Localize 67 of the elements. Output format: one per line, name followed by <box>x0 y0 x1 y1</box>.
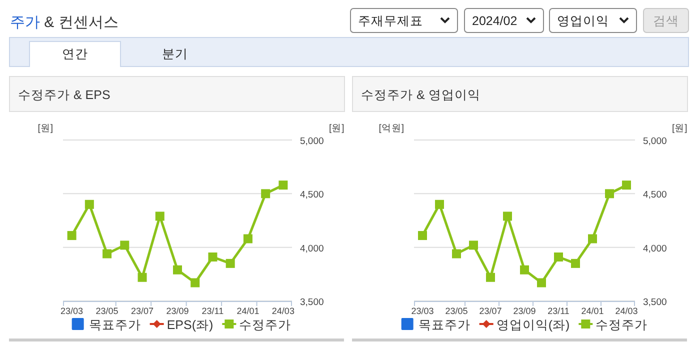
legend-label: 수정주가 <box>596 318 648 332</box>
point <box>67 231 76 240</box>
x-tick-label: 23/09 <box>166 306 189 316</box>
y2-tick-label: 3,500 <box>643 297 667 308</box>
point <box>226 258 235 268</box>
x-tick-label: 23/05 <box>445 306 468 316</box>
point <box>520 265 529 274</box>
point <box>435 200 444 209</box>
x-tick-label: 23/07 <box>131 306 154 316</box>
y-axis-title: [원] <box>38 123 53 134</box>
x-tick-label: 24/01 <box>236 306 260 316</box>
point <box>138 272 147 282</box>
point <box>261 189 270 198</box>
point <box>469 240 478 250</box>
point <box>84 200 94 209</box>
y2-tick-label: 5,000 <box>643 136 667 147</box>
y2-tick-label: 4,000 <box>643 243 667 254</box>
chart-title: 수정주가 & EPS <box>18 88 110 102</box>
point <box>208 252 218 262</box>
text: 주가 & 컨센서스 <box>10 14 118 31</box>
y-axis-title: [억원] <box>378 123 404 134</box>
y2-axis-title: [원] <box>329 123 344 134</box>
x-tick-label: 23/03 <box>411 306 434 316</box>
x-tick-label: 23/03 <box>60 306 84 316</box>
point <box>120 240 130 250</box>
legend-label: 영업이익(좌) <box>496 318 570 332</box>
y2-tick-label: 3,500 <box>300 297 324 308</box>
text: 주재무제표 <box>358 14 423 28</box>
text: 분기 <box>162 47 188 61</box>
x-tick-label: 23/09 <box>513 306 536 316</box>
point <box>278 180 288 190</box>
text: 연간 <box>62 47 88 61</box>
legend-label: EPS(좌) <box>166 318 214 332</box>
y2-tick-label: 4,500 <box>643 190 667 201</box>
x-tick-label: 23/05 <box>96 306 118 316</box>
point <box>418 231 427 240</box>
point <box>173 265 182 274</box>
x-tick-label: 24/03 <box>615 306 638 316</box>
legend-label: 목표주가 <box>88 318 141 332</box>
point <box>155 212 164 221</box>
y2-tick-label: 4,000 <box>300 243 324 254</box>
point <box>571 258 580 268</box>
point <box>243 234 252 244</box>
point <box>190 278 200 288</box>
legend-label: 수정주가 <box>239 318 292 332</box>
point <box>588 234 597 244</box>
y2-tick-label: 4,500 <box>300 190 324 201</box>
x-tick-label: 24/03 <box>272 306 294 316</box>
point <box>605 189 614 198</box>
x-tick-label: 23/07 <box>479 306 502 316</box>
chart-title: 수정주가 & 영업이익 <box>361 88 480 102</box>
y2-tick-label: 5,000 <box>300 136 324 147</box>
x-tick-label: 23/11 <box>548 306 570 316</box>
x-tick-label: 23/11 <box>202 306 224 316</box>
point <box>622 180 631 190</box>
text: 영업이익 <box>557 14 609 28</box>
y2-axis-title: [원] <box>672 123 688 134</box>
point <box>503 212 512 221</box>
point <box>452 249 461 258</box>
point <box>537 278 546 288</box>
legend-label: 목표주가 <box>418 318 470 332</box>
point <box>554 252 563 262</box>
point <box>102 249 112 258</box>
text: 2024/02 <box>472 14 518 28</box>
point <box>486 272 495 282</box>
text: 검색 <box>653 14 679 28</box>
x-tick-label: 24/01 <box>581 306 604 316</box>
